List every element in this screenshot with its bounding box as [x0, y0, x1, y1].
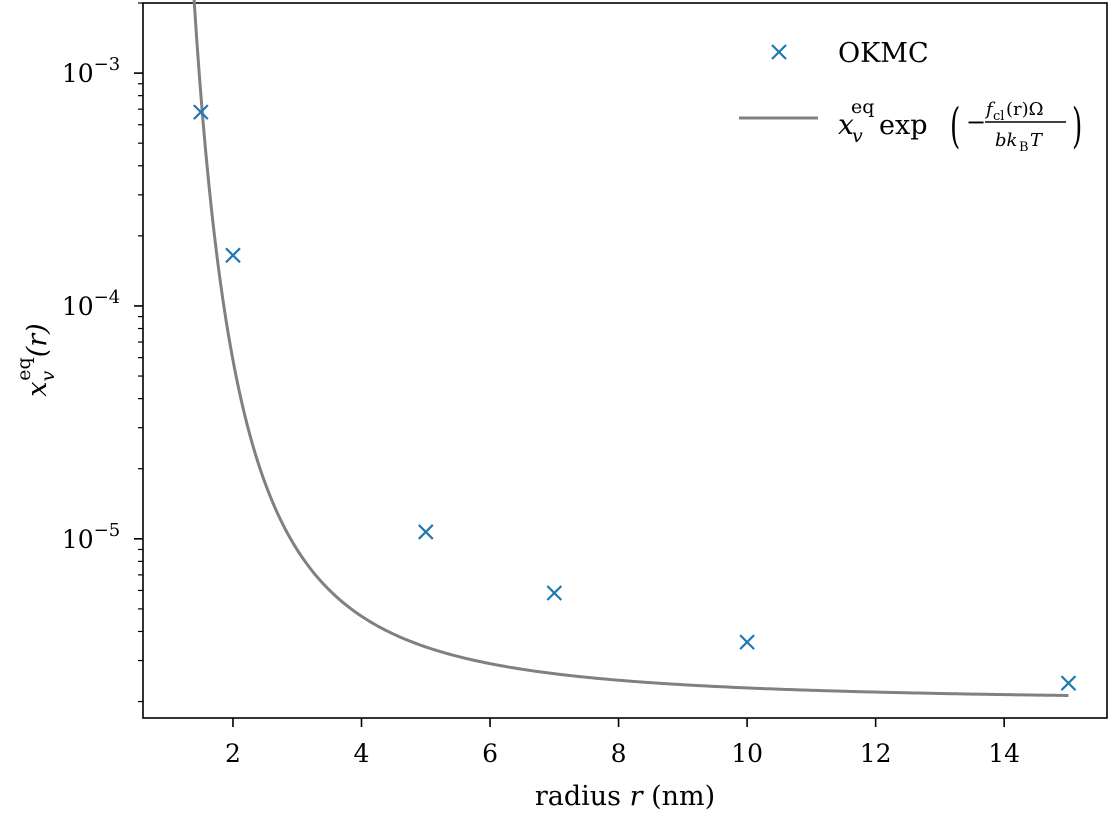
svg-text:(: (: [950, 99, 960, 155]
plot-frame: [142, 2, 1108, 719]
svg-text:v: v: [852, 125, 863, 147]
legend-okmc-marker: [771, 44, 787, 60]
okmc-point: [1060, 675, 1077, 691]
svg-text:−: −: [966, 108, 986, 136]
svg-text:(r)Ω: (r)Ω: [1006, 99, 1044, 120]
y-tick-label: 10−5: [62, 520, 120, 554]
okmc-points: [193, 104, 1077, 691]
x-tick-label: 8: [611, 739, 627, 768]
x-tick-label: 2: [225, 739, 241, 768]
svg-text:T: T: [1030, 130, 1044, 151]
x-tick-label: 6: [482, 739, 498, 768]
svg-text:B: B: [1019, 140, 1029, 155]
svg-text:): ): [1072, 99, 1082, 155]
svg-text:x: x: [838, 108, 854, 141]
okmc-point: [417, 524, 434, 540]
svg-text:eq: eq: [851, 96, 874, 118]
okmc-point: [225, 247, 241, 264]
okmc-point: [193, 104, 209, 120]
svg-text:cl: cl: [993, 109, 1004, 124]
legend-formula: x v eq exp ( − f cl (r)Ω bk B T ): [838, 96, 1082, 155]
y-tick-label: 10−4: [62, 287, 120, 321]
x-tick-label: 10: [731, 739, 763, 768]
x-tick-label: 14: [988, 739, 1020, 768]
x-axis: 2 4 6 8 10 12 14: [225, 718, 1020, 768]
svg-text:bk: bk: [995, 130, 1017, 151]
y-tick-label: 10−3: [62, 54, 120, 88]
model-curve: [192, 0, 1069, 697]
x-tick-label: 12: [860, 739, 892, 768]
svg-text:exp: exp: [879, 110, 928, 141]
legend-okmc-label: OKMC: [838, 38, 929, 69]
x-tick-label: 4: [354, 739, 370, 768]
y-axis-label: xveq(r): [13, 323, 59, 396]
legend: OKMC x v eq exp ( − f cl (r)Ω bk B T ): [739, 38, 1082, 155]
okmc-point: [546, 585, 563, 601]
y-axis: 10−5 10−4 10−3: [62, 2, 143, 703]
x-axis-label: radius r (nm): [535, 781, 715, 812]
okmc-point: [739, 634, 755, 650]
